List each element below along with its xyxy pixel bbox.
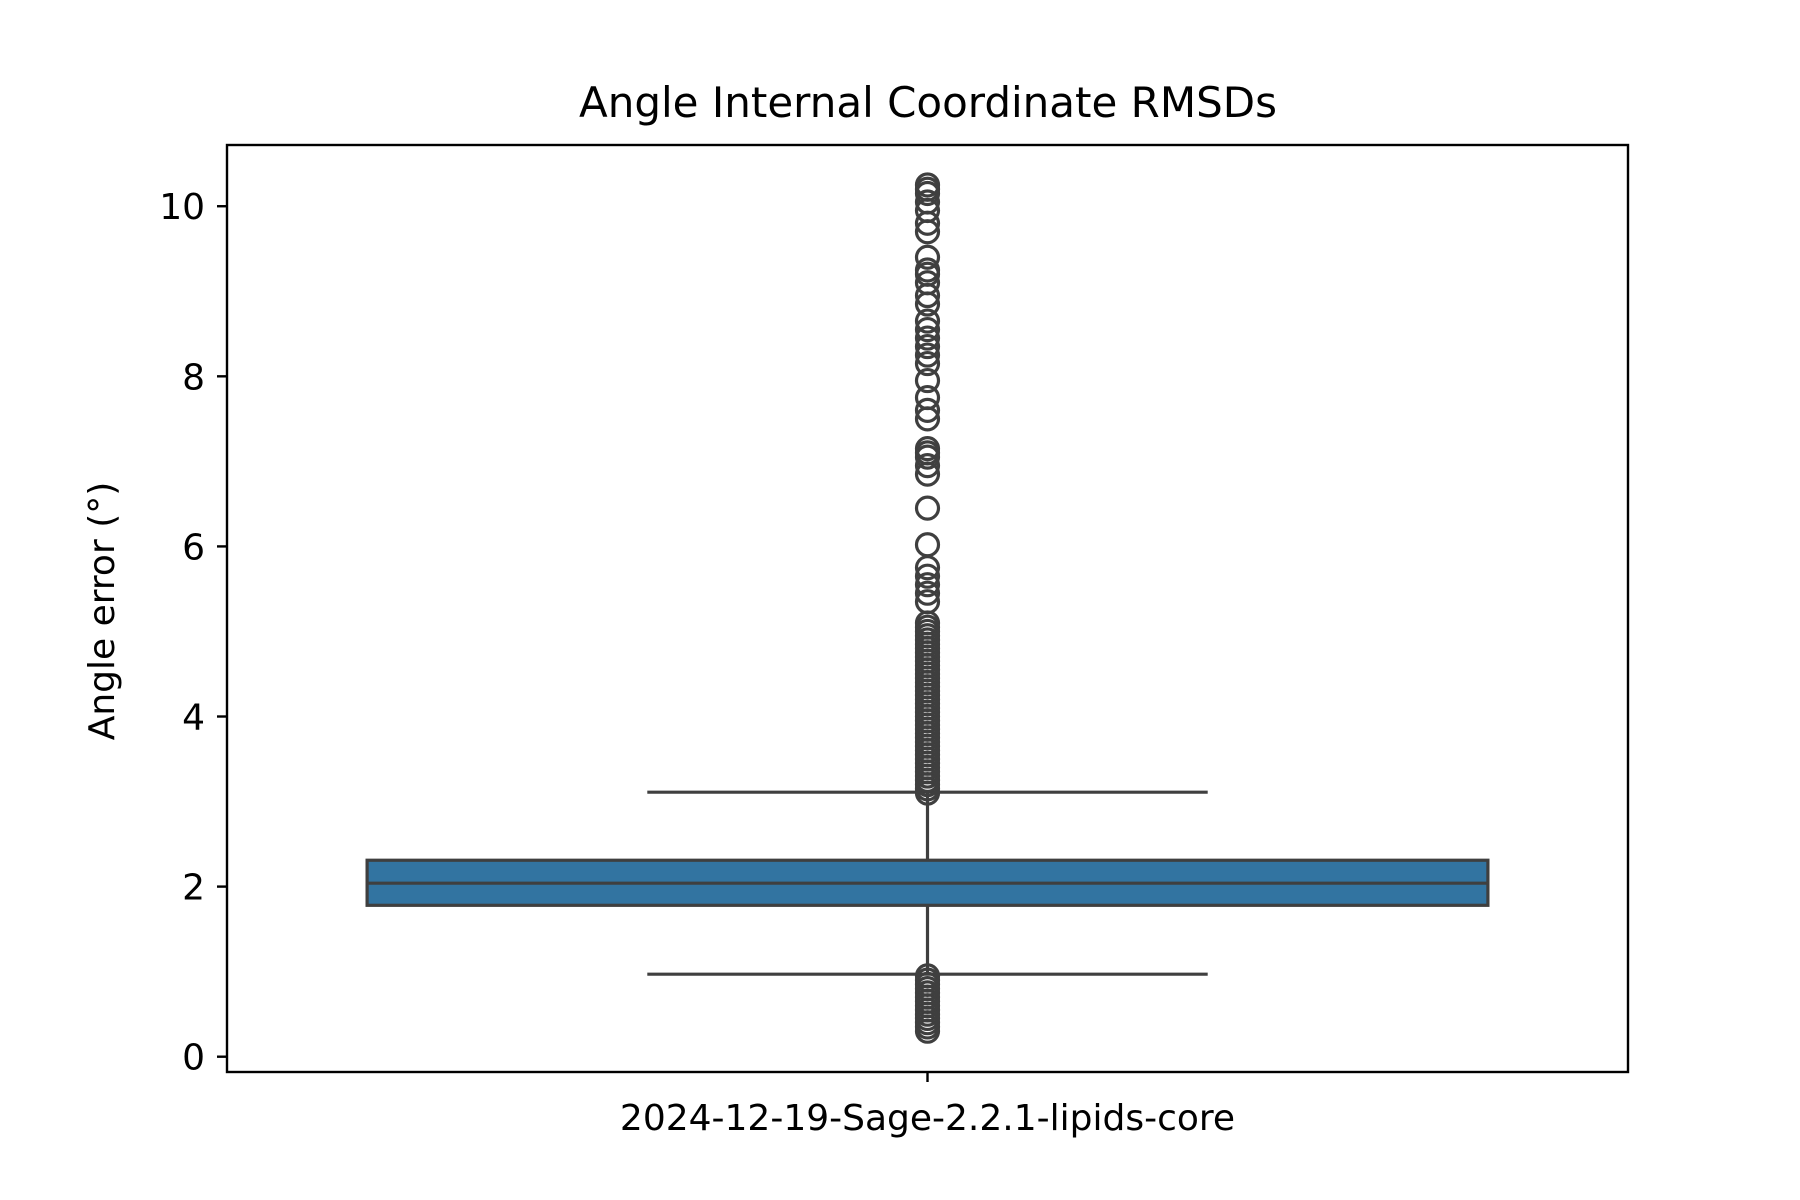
outlier-point-68 — [914, 244, 941, 270]
outlier-point-67 — [914, 257, 941, 283]
y-axis-label: Angle error (°) — [82, 482, 123, 741]
outlier-point-42 — [914, 580, 941, 606]
outlier-point-56 — [914, 367, 941, 394]
outlier-point-59 — [914, 333, 941, 360]
outlier-point-52 — [914, 436, 941, 462]
outlier-point-65 — [914, 270, 941, 296]
x-tick-label-0: 2024-12-19-Sage-2.2.1-lipids-core — [620, 1098, 1235, 1139]
y-axis: 0 2 4 6 8 10 — [159, 187, 227, 1079]
y-tick-label-0: 0 — [182, 1038, 205, 1079]
outlier-point-47 — [914, 495, 941, 521]
outlier-point-49 — [914, 453, 941, 479]
y-tick-label-3: 6 — [182, 527, 205, 568]
y-tick-label-2: 4 — [182, 698, 205, 739]
y-tick-label-1: 2 — [182, 868, 205, 909]
outlier-point-75 — [914, 172, 941, 198]
y-tick-label-4: 8 — [182, 357, 205, 398]
outlier-point-61 — [914, 316, 941, 343]
outlier-point-44 — [914, 563, 941, 589]
outlier-point-43 — [914, 572, 941, 598]
outlier-point-54 — [914, 397, 941, 423]
outlier-point-46 — [914, 532, 941, 558]
outlier-point-72 — [914, 189, 941, 215]
outlier-point-60 — [914, 325, 941, 351]
x-axis: 2024-12-19-Sage-2.2.1-lipids-core — [620, 1072, 1235, 1139]
outlier-point-41 — [914, 589, 941, 615]
plot-area — [365, 172, 1490, 1044]
outlier-point-55 — [914, 384, 941, 411]
outlier-point-57 — [914, 350, 941, 377]
chart-title: Angle Internal Coordinate RMSDs — [579, 78, 1277, 127]
outlier-point-89 — [914, 963, 941, 989]
outlier-point-62 — [914, 308, 941, 334]
outlier-point-58 — [914, 342, 941, 368]
y-tick-label-5: 10 — [159, 187, 205, 228]
